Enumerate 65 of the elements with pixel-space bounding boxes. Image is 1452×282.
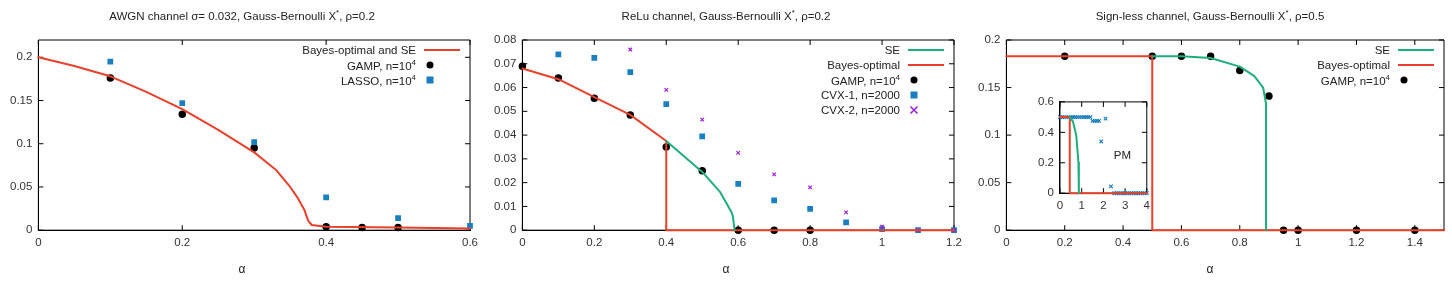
x-tick-label: 1.2 — [1348, 236, 1365, 249]
x-tick-label: 2 — [1100, 199, 1107, 212]
y-tick-label: 0.4 — [1037, 125, 1055, 138]
legend-label: GAMP, n=10$^{4}$ — [1320, 72, 1390, 87]
legend-label: SE — [1374, 43, 1390, 56]
y-tick-label: 0.07 — [493, 56, 517, 69]
x-tick-label: 0.2 — [586, 236, 603, 249]
y-tick-label: 0 — [1047, 186, 1054, 199]
legend-label: Bayes-optimal — [827, 58, 901, 71]
y-tick-label: 0.15 — [977, 80, 1001, 93]
x-tick-label: 0.8 — [1231, 236, 1248, 249]
x-tick-label: 0 — [35, 236, 42, 249]
y-tick-label: 0.15 — [9, 93, 33, 106]
x-tick-label: 1 — [1078, 199, 1085, 212]
x-tick-label: 0.4 — [318, 236, 335, 249]
y-tick-label: 0 — [509, 223, 517, 236]
x-tick-label: 0.6 — [730, 236, 747, 249]
y-tick-label: 0.2 — [16, 50, 33, 63]
legend-label: CVX-2, n=2000 — [821, 103, 901, 116]
x-axis-title: α — [721, 262, 731, 276]
y-tick-label: 0.01 — [493, 199, 517, 212]
legend-label: Bayes-optimal and SE — [302, 43, 417, 56]
x-tick-label: 0.2 — [1056, 236, 1073, 249]
legend-label: Bayes-optimal — [1317, 58, 1390, 71]
y-tick-label: 0.1 — [16, 136, 33, 149]
y-tick-label: 0 — [993, 223, 1001, 236]
chart-title: Sign-less channel, Gauss-Bernoulli X$^{*}$, ρ=0.5 — [1094, 8, 1326, 22]
x-tick-label: 0.4 — [1115, 236, 1132, 249]
x-tick-label: 0 — [1003, 236, 1010, 249]
chart-title: AWGN channel σ= 0.032, Gauss-Bernoulli X$^{*}$, ρ=0.2 — [108, 8, 376, 22]
x-tick-label: 0.2 — [174, 236, 191, 249]
y-tick-label: 0.04 — [493, 128, 517, 141]
y-tick-label: 0.2 — [984, 33, 1001, 46]
y-tick-label: 0.05 — [977, 175, 1001, 188]
x-axis-title: α — [1205, 262, 1215, 276]
x-axis-title: α — [237, 262, 247, 276]
x-tick-label: 1 — [1294, 236, 1302, 249]
legend-label: LASSO, n=10$^{4}$ — [340, 72, 417, 87]
chart-title: ReLu channel, Gauss-Bernoulli X$^{*}$, ρ=0.2 — [620, 8, 832, 22]
x-tick-label: 0 — [1056, 199, 1064, 212]
x-tick-label: 0.6 — [1173, 236, 1190, 249]
x-tick-label: 1.2 — [946, 236, 963, 249]
x-tick-label: 0 — [519, 236, 526, 249]
y-tick-label: 0 — [25, 223, 33, 236]
y-tick-label: 0.6 — [1037, 95, 1054, 108]
legend-label: SE — [884, 43, 901, 56]
x-tick-label: 3 — [1121, 199, 1129, 212]
x-tick-label: 1.4 — [1406, 236, 1424, 249]
y-tick-label: 0.06 — [493, 80, 517, 93]
x-tick-label: 0.8 — [802, 236, 819, 249]
legend-label: GAMP, n=10$^{4}$ — [830, 72, 901, 87]
y-tick-label: 0.08 — [493, 33, 517, 46]
x-tick-label: 4 — [1143, 199, 1151, 212]
legend-label: CVX-1, n=2000 — [821, 88, 901, 101]
legend-label: GAMP, n=10$^{4}$ — [346, 57, 417, 72]
x-tick-label: 1 — [878, 236, 886, 249]
y-tick-label: 0.05 — [9, 180, 33, 193]
x-tick-label: 0.6 — [462, 236, 479, 249]
y-tick-label: 0.05 — [493, 104, 517, 117]
y-tick-label: 0.03 — [493, 152, 517, 165]
y-tick-label: 0.1 — [984, 128, 1001, 141]
y-tick-label: 0.02 — [493, 175, 517, 188]
y-tick-label: 0.2 — [1037, 155, 1054, 168]
annotation: PM — [1113, 149, 1132, 162]
x-tick-label: 0.4 — [658, 236, 675, 249]
